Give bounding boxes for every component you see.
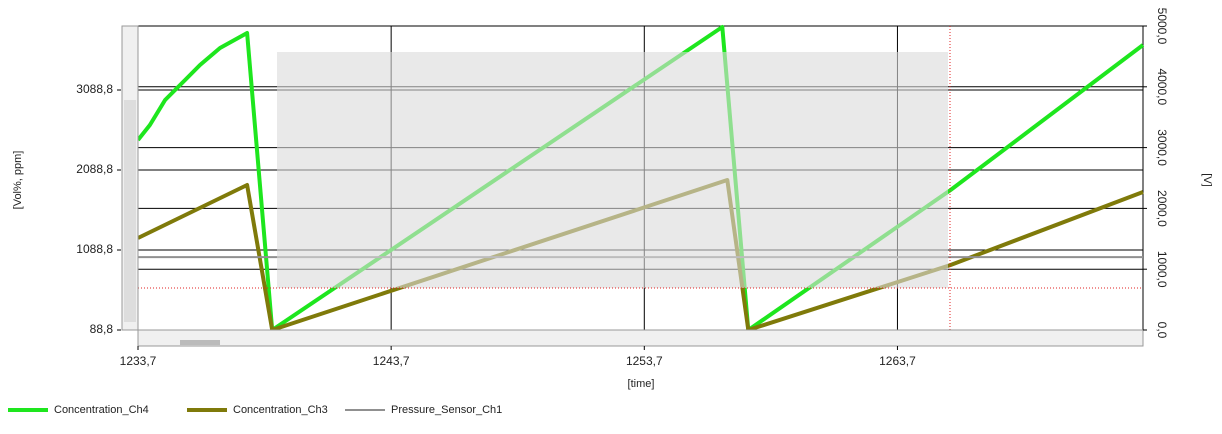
y2-tick-label: 3000,0 [1155,129,1169,166]
legend-label: Pressure_Sensor_Ch1 [391,404,502,416]
x-tick-label: 1233,7 [120,354,157,368]
y2-axis-label: [V] [1201,173,1213,186]
horizontal-scrollbar[interactable] [137,329,1144,347]
y-tick-label: 1088,8 [76,242,113,256]
y-tick-label: 88,8 [90,322,114,336]
y-tick-label: 3088,8 [76,82,113,96]
x-tick-label: 1243,7 [373,354,410,368]
scroll-thumb[interactable] [180,340,220,345]
y-tick-label: 2088,8 [76,162,113,176]
y2-tick-label: 5000,0 [1155,8,1169,45]
x-axis-label: [time] [628,378,655,390]
legend-label: Concentration_Ch4 [54,404,149,416]
scroll-thumb[interactable] [124,100,136,322]
legend-label: Concentration_Ch3 [233,404,328,416]
x-tick-label: 1263,7 [879,354,916,368]
selection-region [277,52,948,288]
y2-tick-label: 0,0 [1155,322,1169,339]
series-line [136,25,1145,332]
legend: Concentration_Ch4 Concentration_Ch3 Pressu… [8,404,502,416]
x-tick-label: 1253,7 [626,354,663,368]
y2-tick-label: 4000,0 [1155,68,1169,105]
y-axis-label: [Vol%, ppm] [12,151,24,210]
y2-tick-label: 1000,0 [1155,251,1169,288]
y2-tick-label: 2000,0 [1155,190,1169,227]
